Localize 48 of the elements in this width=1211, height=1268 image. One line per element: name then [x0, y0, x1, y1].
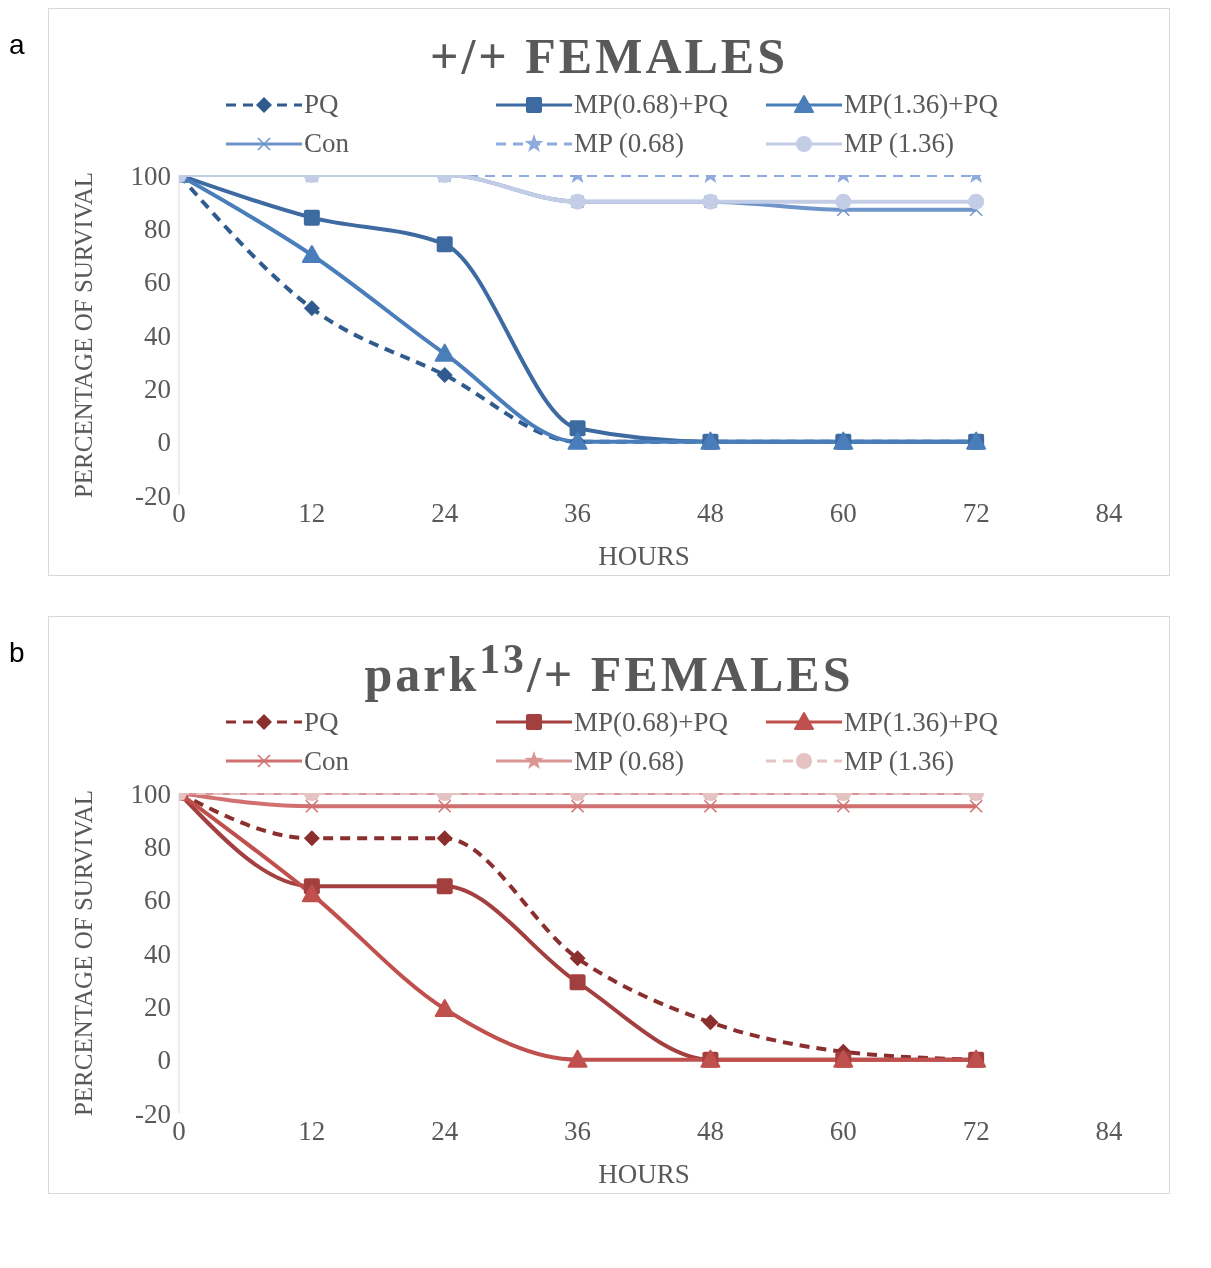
legend-label: MP(0.68)+PQ	[574, 706, 728, 738]
legend-label: PQ	[304, 706, 339, 738]
y-tick-label: 40	[144, 938, 171, 969]
y-tick-label: -20	[135, 1098, 171, 1129]
legend-label: MP (0.68)	[574, 128, 685, 159]
legend-label: MP(1.36)+PQ	[844, 89, 998, 120]
legend-label: MP (1.36)	[844, 128, 955, 159]
y-tick-label: 60	[144, 884, 171, 915]
y-tick-label: 80	[144, 213, 171, 244]
y-axis-title: PERCENTAGE OF SURVIVAL	[69, 171, 97, 499]
x-tick-label: 84	[1095, 498, 1123, 529]
x-tick-label: 60	[829, 1115, 857, 1146]
text: a	[9, 29, 25, 61]
x-tick-label: 36	[564, 1115, 592, 1146]
x-axis-title: HOURS	[598, 1158, 690, 1189]
y-tick-label: -20	[135, 480, 171, 511]
legend-label: Con	[304, 128, 350, 159]
x-axis-title: HOURS	[598, 541, 690, 571]
chart-title: park$^{13}$/+ FEMALES	[363, 635, 855, 703]
x-tick-label: 24	[431, 498, 459, 529]
y-axis-title: PERCENTAGE OF SURVIVAL	[69, 789, 97, 1116]
legend-label: Con	[304, 745, 350, 777]
x-tick-label: 72	[962, 498, 990, 529]
x-tick-label: 48	[696, 498, 724, 529]
x-tick-label: 12	[298, 1115, 326, 1146]
y-tick-label: 80	[144, 831, 171, 862]
y-tick-label: 40	[144, 320, 171, 351]
y-tick-label: 0	[157, 1044, 171, 1075]
y-tick-label: 60	[144, 267, 171, 298]
x-tick-label: 24	[431, 1115, 459, 1146]
chart-title: +/+ FEMALES	[428, 27, 790, 85]
x-tick-label: 48	[696, 1115, 724, 1146]
legend-label: PQ	[304, 89, 339, 120]
x-tick-label: 12	[298, 498, 326, 529]
y-tick-label: 20	[144, 991, 171, 1022]
x-tick-label: 72	[962, 1115, 990, 1146]
y-tick-label: 20	[144, 373, 171, 404]
x-tick-label: 84	[1095, 1115, 1123, 1146]
legend-label: MP (1.36)	[844, 745, 955, 777]
x-tick-label: 36	[564, 498, 592, 529]
legend-label: MP(1.36)+PQ	[844, 706, 998, 738]
text: b	[9, 637, 25, 669]
y-tick-label: 0	[157, 427, 171, 458]
x-tick-label: 60	[829, 498, 857, 529]
legend-label: MP(0.68)+PQ	[574, 89, 728, 120]
y-tick-label: 100	[130, 778, 171, 809]
legend-label: MP (0.68)	[574, 745, 685, 777]
y-tick-label: 100	[130, 160, 171, 191]
